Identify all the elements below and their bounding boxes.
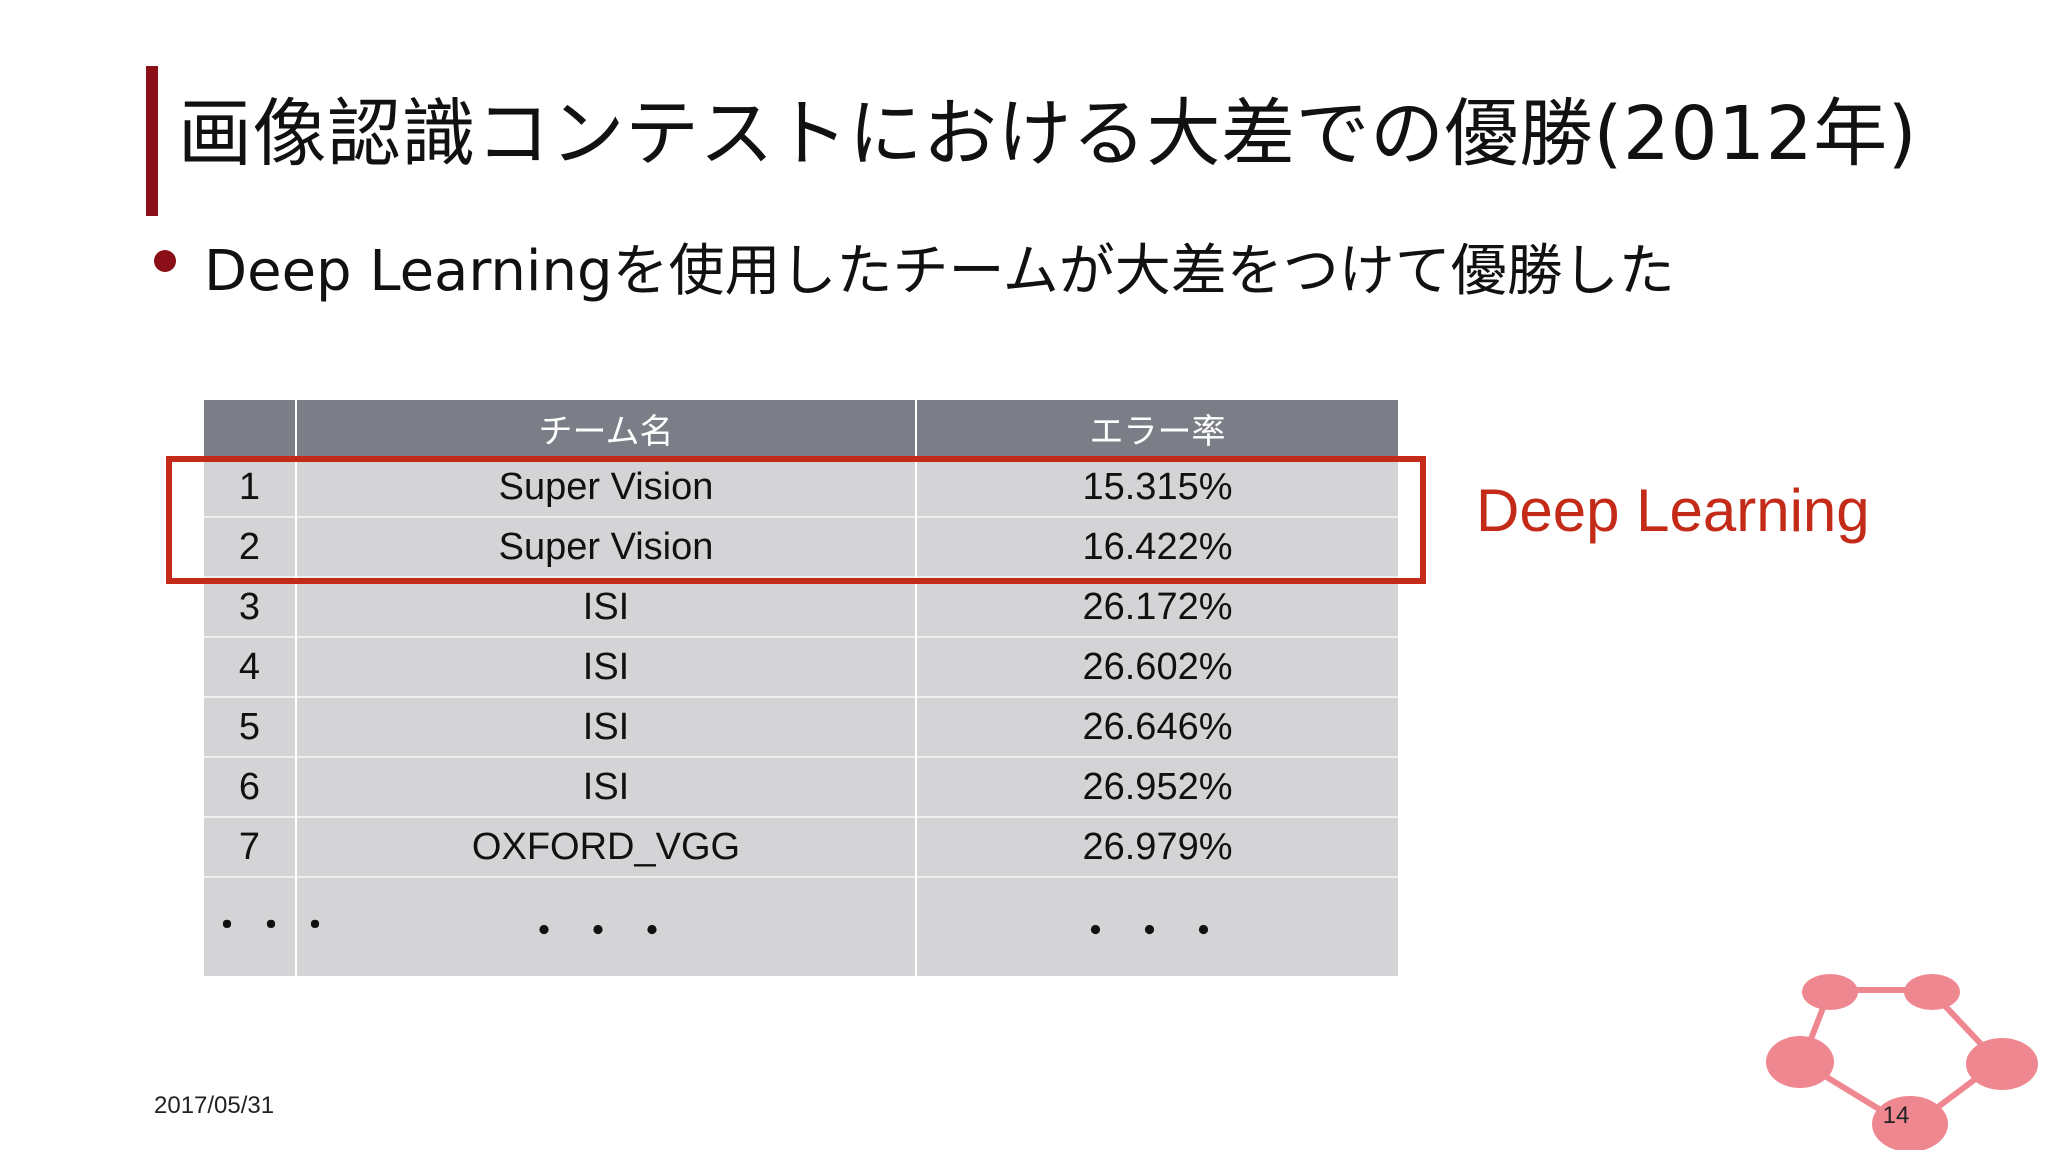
error-cell: 16.422% — [915, 516, 1398, 577]
table-row: 6 ISI 26.952% — [204, 756, 1398, 817]
bullet-dot-icon — [154, 250, 176, 272]
team-ellipsis: ・・・ — [295, 876, 916, 976]
slide-date: 2017/05/31 — [154, 1092, 275, 1119]
error-cell: 26.646% — [915, 696, 1398, 757]
rank-ellipsis: ・・・ — [204, 876, 332, 976]
error-ellipsis: ・・・ — [915, 876, 1398, 976]
table-row: 7 OXFORD_VGG 26.979% — [204, 816, 1398, 877]
error-cell: 26.979% — [915, 816, 1398, 877]
slide-title: 画像認識コンテストにおける大差での優勝(2012年) — [178, 91, 1918, 177]
rank-cell: 6 — [204, 756, 296, 817]
team-cell: ISI — [295, 756, 916, 817]
team-cell: OXFORD_VGG — [295, 816, 916, 877]
header-team-name: チーム名 — [295, 400, 916, 457]
error-cell: 26.952% — [915, 756, 1398, 817]
pentagon-network-icon — [1766, 974, 2038, 1150]
table-row: 2 Super Vision 16.422% — [204, 516, 1398, 577]
deep-learning-label: Deep Learning — [1476, 477, 1870, 544]
table-header-row: チーム名 エラー率 — [204, 400, 1398, 457]
page-number: 14 — [1882, 1102, 1910, 1129]
table-row: 5 ISI 26.646% — [204, 696, 1398, 757]
table-row-ellipsis: ・・・ ・・・ ・・・ — [204, 876, 1398, 976]
header-rank — [204, 400, 296, 457]
team-cell: ISI — [295, 696, 916, 757]
bullet-text: Deep Learningを使用したチームが大差をつけて優勝した — [204, 239, 1675, 304]
header-error-rate: エラー率 — [915, 400, 1398, 457]
table-row: 1 Super Vision 15.315% — [204, 456, 1398, 517]
error-cell: 26.602% — [915, 636, 1398, 697]
team-cell: Super Vision — [295, 456, 916, 517]
title-accent-bar — [146, 66, 158, 216]
rank-cell: 7 — [204, 816, 296, 877]
rank-cell: 4 — [204, 636, 296, 697]
error-cell: 15.315% — [915, 456, 1398, 517]
table-row: 3 ISI 26.172% — [204, 576, 1398, 637]
rank-cell: 2 — [204, 516, 296, 577]
team-cell: Super Vision — [295, 516, 916, 577]
table-row: 4 ISI 26.602% — [204, 636, 1398, 697]
team-cell: ISI — [295, 636, 916, 697]
rank-cell: 1 — [204, 456, 296, 517]
rank-cell: 3 — [204, 576, 296, 637]
error-cell: 26.172% — [915, 576, 1398, 637]
results-table: チーム名 エラー率 1 Super Vision 15.315% 2 Super… — [204, 400, 1398, 976]
team-cell: ISI — [295, 576, 916, 637]
rank-cell: 5 — [204, 696, 296, 757]
